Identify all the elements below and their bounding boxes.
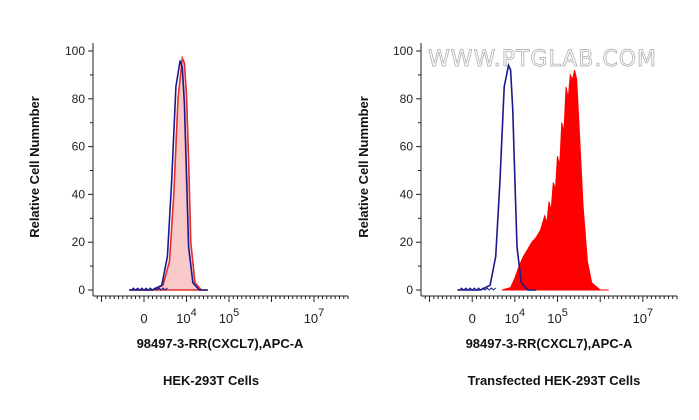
histogram-panel-right: Relative Cell Nummber 98497-3-RR(CXCL7),…: [356, 43, 678, 388]
axes-left: 0 20 40 60 80 100 0 104 105 107: [65, 43, 349, 326]
panel-caption-right: Transfected HEK-293T Cells: [468, 373, 641, 388]
panel-caption-left: HEK-293T Cells: [163, 373, 259, 388]
y-tick-label-1-2: 40: [400, 187, 414, 201]
y-tick-label-1-5: 100: [393, 44, 413, 58]
x-tick-label-1-2: 105: [547, 307, 568, 326]
x-tick-label-0-1: 104: [176, 307, 197, 326]
y-tick-label-0-4: 80: [72, 92, 86, 106]
histogram-panel-left: Relative Cell Nummber 98497-3-RR(CXCL7),…: [27, 43, 349, 388]
control-histogram-line-0: [129, 60, 208, 291]
watermark-text: WWW.PTGLAB.COM: [428, 47, 657, 72]
y-tick-label-0-5: 100: [65, 44, 85, 58]
control-histogram-line-1: [457, 62, 537, 291]
y-tick-label-1-3: 60: [400, 140, 414, 154]
y-tick-label-0-2: 40: [72, 187, 86, 201]
sample-histogram-1: [501, 69, 609, 291]
baseline-noise-1: [459, 287, 497, 291]
y-tick-label-1-1: 20: [400, 235, 414, 249]
x-axis-label-left: 98497-3-RR(CXCL7),APC-A: [137, 336, 304, 351]
x-tick-label-1-0: 0: [469, 311, 476, 326]
baseline-noise-0: [130, 287, 168, 291]
histogram-marks-left: [129, 55, 208, 291]
x-tick-label-0-3: 107: [304, 307, 325, 326]
y-axis-label-right: Relative Cell Nummber: [356, 96, 371, 238]
x-tick-label-1-3: 107: [633, 307, 654, 326]
y-tick-label-0-1: 20: [72, 235, 86, 249]
histogram-marks-right: [457, 62, 609, 291]
y-axis-label-left: Relative Cell Nummber: [27, 96, 42, 238]
x-tick-label-0-0: 0: [140, 311, 147, 326]
y-tick-label-0-3: 60: [72, 140, 86, 154]
axes-right: 0 20 40 60 80 100 0 104 105 107: [393, 43, 678, 326]
y-tick-label-1-0: 0: [406, 283, 413, 297]
sample-histogram-0: [129, 55, 208, 291]
y-tick-label-0-0: 0: [78, 283, 85, 297]
y-tick-label-1-4: 80: [400, 92, 414, 106]
x-axis-label-right: 98497-3-RR(CXCL7),APC-A: [466, 336, 633, 351]
x-tick-label-1-1: 104: [505, 307, 526, 326]
x-tick-label-0-2: 105: [219, 307, 240, 326]
